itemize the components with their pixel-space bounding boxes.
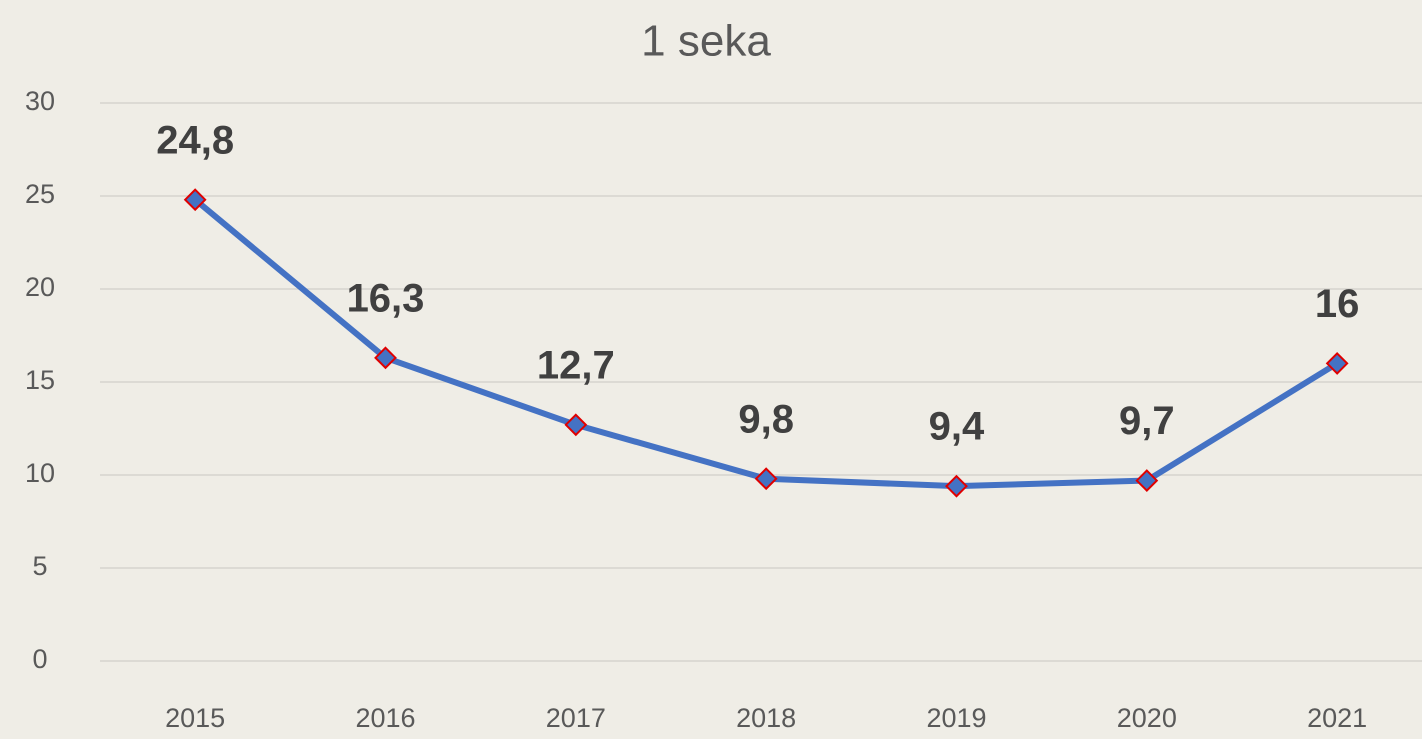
marker bbox=[754, 467, 778, 491]
x-tick-label: 2018 bbox=[736, 703, 796, 733]
x-tick-label: 2020 bbox=[1117, 703, 1177, 733]
y-tick-label: 10 bbox=[25, 458, 55, 488]
x-tick-label: 2016 bbox=[355, 703, 415, 733]
data-label: 24,8 bbox=[156, 118, 234, 162]
marker bbox=[183, 188, 207, 212]
y-tick-label: 0 bbox=[32, 644, 47, 674]
y-tick-label: 20 bbox=[25, 272, 55, 302]
y-tick-label: 25 bbox=[25, 179, 55, 209]
x-tick-label: 2021 bbox=[1307, 703, 1367, 733]
marker bbox=[374, 346, 397, 370]
y-tick-label: 30 bbox=[25, 86, 55, 116]
data-label: 16 bbox=[1315, 282, 1360, 326]
x-tick-label: 2019 bbox=[926, 703, 986, 733]
x-tick-label: 2015 bbox=[165, 703, 225, 733]
data-label: 9,7 bbox=[1119, 399, 1175, 443]
y-tick-label: 5 bbox=[32, 551, 47, 581]
y-tick-label: 15 bbox=[25, 365, 55, 395]
chart-title: 1 seka bbox=[641, 17, 771, 66]
data-label: 9,4 bbox=[929, 405, 985, 449]
marker bbox=[1135, 469, 1159, 492]
data-label: 9,8 bbox=[738, 397, 794, 441]
marker bbox=[564, 413, 588, 437]
marker bbox=[945, 474, 968, 498]
marker bbox=[1325, 351, 1349, 375]
data-label: 12,7 bbox=[537, 343, 615, 387]
data-label: 16,3 bbox=[347, 276, 425, 320]
x-tick-label: 2017 bbox=[546, 703, 606, 733]
